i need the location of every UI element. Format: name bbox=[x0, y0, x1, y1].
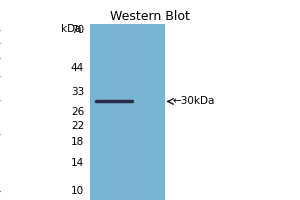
Text: 44: 44 bbox=[71, 63, 84, 73]
FancyBboxPatch shape bbox=[90, 24, 165, 200]
Text: 10: 10 bbox=[71, 186, 84, 196]
Text: 70: 70 bbox=[71, 25, 84, 35]
Text: 22: 22 bbox=[71, 121, 84, 131]
Text: Western Blot: Western Blot bbox=[110, 10, 190, 23]
Text: 26: 26 bbox=[71, 107, 84, 117]
Text: kDa: kDa bbox=[61, 24, 81, 34]
Text: 14: 14 bbox=[71, 158, 84, 168]
Text: ←30kDa: ←30kDa bbox=[172, 96, 215, 106]
Text: 33: 33 bbox=[71, 87, 84, 97]
Text: 18: 18 bbox=[71, 137, 84, 147]
